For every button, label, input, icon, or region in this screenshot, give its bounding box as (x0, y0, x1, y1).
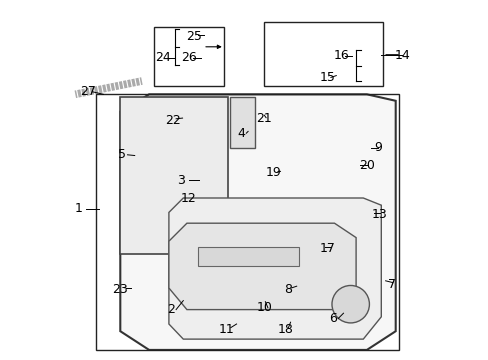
Text: 18: 18 (277, 323, 293, 336)
Text: 6: 6 (328, 312, 336, 325)
Polygon shape (120, 94, 395, 350)
Polygon shape (120, 97, 228, 254)
Text: 14: 14 (394, 49, 410, 62)
Text: 13: 13 (371, 208, 386, 221)
Text: 26: 26 (181, 51, 196, 64)
Text: 2: 2 (166, 303, 174, 316)
Text: 5: 5 (118, 148, 126, 161)
Text: 23: 23 (112, 283, 128, 296)
Polygon shape (168, 223, 355, 310)
Text: 7: 7 (387, 278, 395, 291)
Text: 4: 4 (237, 127, 244, 140)
Polygon shape (230, 97, 255, 148)
Text: 9: 9 (373, 141, 381, 154)
Text: 19: 19 (265, 166, 281, 179)
Text: 21: 21 (256, 112, 272, 125)
Text: 8: 8 (283, 283, 291, 296)
Text: 22: 22 (164, 114, 180, 127)
Text: 20: 20 (358, 159, 374, 172)
Text: 3: 3 (177, 174, 185, 186)
Bar (96, 94, 398, 350)
Bar (197, 247, 298, 266)
Text: 10: 10 (256, 301, 272, 314)
Bar (264, 22, 382, 86)
Text: 27: 27 (80, 85, 96, 98)
Text: 16: 16 (333, 49, 349, 62)
Text: 17: 17 (319, 242, 335, 255)
Text: 15: 15 (319, 71, 335, 84)
Text: 25: 25 (186, 30, 202, 42)
Text: 12: 12 (181, 192, 196, 204)
Text: 11: 11 (218, 323, 234, 336)
Circle shape (331, 285, 368, 323)
Text: 24: 24 (155, 51, 171, 64)
Text: 1: 1 (75, 202, 82, 215)
Bar (153, 27, 224, 86)
Polygon shape (168, 198, 381, 339)
